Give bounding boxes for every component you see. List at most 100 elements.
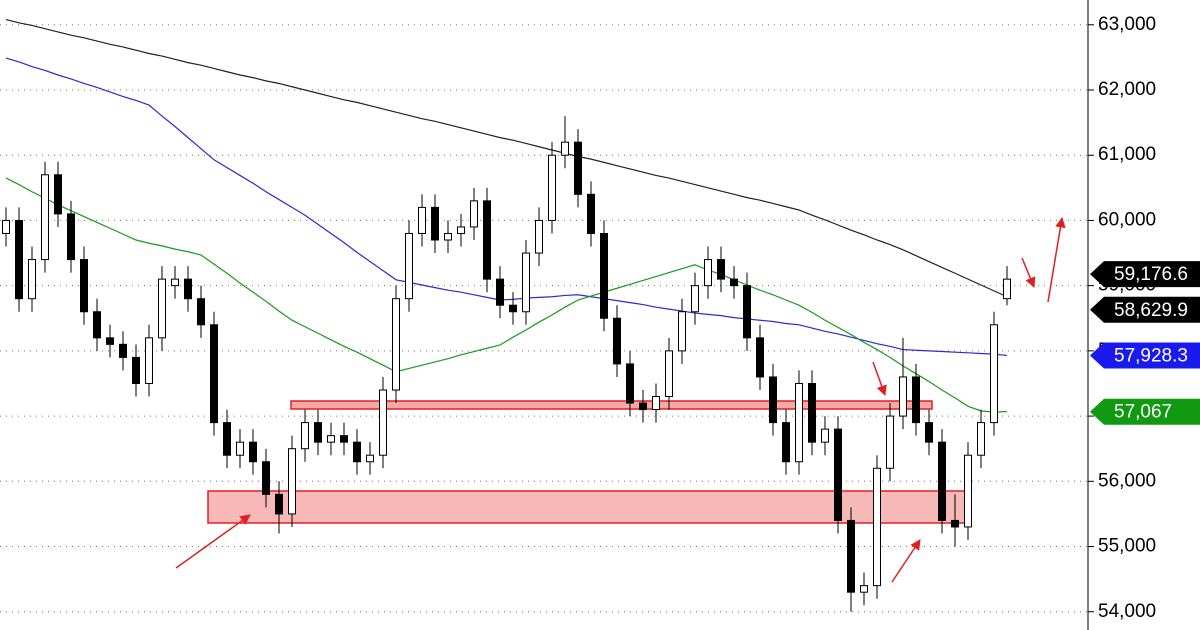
price-label-box [1090, 261, 1200, 288]
candle-body [275, 493, 283, 515]
arrow [891, 539, 921, 583]
candle-body [41, 174, 49, 261]
candle-body [665, 350, 673, 398]
candle-body [587, 193, 595, 234]
candle-body [652, 396, 660, 411]
candle-body [873, 467, 881, 587]
moving-average [5, 18, 1008, 298]
arrow [872, 361, 887, 396]
candle-body [990, 324, 998, 424]
candle-body [158, 278, 166, 339]
candle-body [470, 200, 478, 228]
y-axis-labels: 54,00055,00056,00057,00058,00059,00060,0… [1088, 14, 1200, 622]
candle-body [548, 154, 556, 221]
candle-body [262, 461, 270, 495]
support-zone [207, 490, 967, 524]
candle-body [912, 376, 920, 424]
candle-body [847, 519, 855, 593]
candle-body [314, 422, 322, 443]
candle-body [977, 422, 985, 456]
y-tick-label: 61,000 [1098, 144, 1156, 165]
price-label-text: 58,629.9 [1114, 300, 1188, 321]
candle-body [951, 519, 959, 528]
candle-body [145, 337, 153, 384]
candle-body [899, 376, 907, 417]
candle-body [1003, 278, 1011, 300]
candle-body [600, 232, 608, 319]
candle-body [28, 259, 36, 300]
candle-body [301, 422, 309, 450]
candle-body [691, 285, 699, 313]
candle-body [509, 304, 517, 313]
arrow [1021, 257, 1036, 288]
y-tick-label: 62,000 [1098, 79, 1156, 100]
candle-body [431, 206, 439, 241]
candle-body [717, 259, 725, 280]
candle-body [444, 232, 452, 241]
candle-body [795, 382, 803, 463]
candle-body [223, 422, 231, 456]
candle-body [80, 259, 88, 313]
candle-body [535, 219, 543, 254]
y-tick-label: 54,000 [1098, 601, 1156, 622]
candle-body [457, 226, 465, 234]
candle-body [184, 278, 192, 300]
arrow [1047, 216, 1066, 303]
price-label-box [1090, 342, 1200, 369]
candle-body [379, 389, 387, 456]
price-label: 57,928.3 [1090, 342, 1200, 369]
candle-body [756, 337, 764, 378]
y-tick-label: 60,000 [1098, 209, 1156, 230]
price-label-box [1090, 296, 1200, 323]
candle-body [522, 252, 530, 313]
arrow [175, 514, 251, 569]
candle-body [574, 141, 582, 195]
candle-body [743, 285, 751, 339]
candle-body [171, 278, 179, 287]
y-tick-label: 56,000 [1098, 470, 1156, 491]
annotation-arrows [175, 216, 1066, 583]
price-label-text: 57,928.3 [1114, 346, 1188, 367]
price-label: 59,176.6 [1090, 261, 1200, 288]
candle-body [106, 337, 114, 345]
candle-body [886, 415, 894, 469]
candle-body [496, 278, 504, 306]
candle-body [626, 363, 634, 404]
candle-body [340, 435, 348, 443]
moving-average [5, 177, 1008, 413]
candle-body [678, 311, 686, 352]
price-label-text: 57,067 [1114, 402, 1172, 423]
plot [2, 18, 1011, 612]
candle-body [93, 311, 101, 339]
resistance-zone [290, 400, 933, 410]
candle-body [288, 448, 296, 515]
candle-body [327, 435, 335, 443]
candle-body [704, 259, 712, 287]
candle-body [821, 428, 829, 443]
candle-body [925, 422, 933, 443]
candle-body [938, 441, 946, 521]
price-label: 58,629.9 [1090, 296, 1200, 323]
price-label-text: 59,176.6 [1114, 264, 1188, 285]
candle-body [15, 219, 23, 300]
candle-body [769, 376, 777, 424]
candle-body [353, 441, 361, 463]
price-label: 57,067 [1090, 398, 1200, 425]
candle-body [561, 141, 569, 156]
candle-body [834, 428, 842, 521]
candle-body [249, 441, 257, 463]
y-tick-label: 55,000 [1098, 536, 1156, 557]
candle-body [639, 402, 647, 411]
candle-body [366, 454, 374, 463]
candle-body [613, 317, 621, 365]
y-tick-label: 63,000 [1098, 14, 1156, 35]
candle-body [782, 422, 790, 463]
candle-body [964, 454, 972, 528]
candle-body [210, 324, 218, 424]
candle-body [860, 585, 868, 593]
price-label-box [1090, 398, 1200, 425]
candle-body [236, 441, 244, 456]
candle-body [132, 356, 140, 384]
moving-average [5, 57, 1008, 357]
